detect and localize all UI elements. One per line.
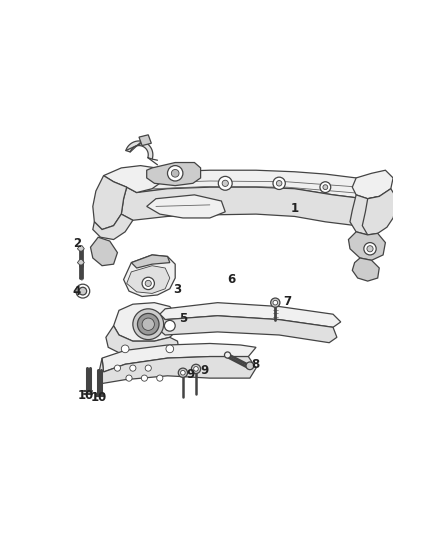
- Polygon shape: [127, 170, 375, 199]
- Circle shape: [367, 246, 373, 252]
- Circle shape: [114, 365, 120, 371]
- Polygon shape: [78, 246, 85, 251]
- Circle shape: [273, 301, 278, 305]
- Circle shape: [142, 277, 155, 289]
- Text: 10: 10: [91, 391, 107, 404]
- Text: 9: 9: [187, 368, 195, 381]
- Polygon shape: [147, 195, 225, 218]
- Circle shape: [126, 375, 132, 381]
- Circle shape: [246, 362, 254, 370]
- Text: 3: 3: [173, 283, 181, 296]
- Circle shape: [76, 284, 90, 298]
- Circle shape: [323, 185, 328, 190]
- Circle shape: [141, 375, 148, 381]
- Circle shape: [191, 364, 201, 374]
- Circle shape: [364, 243, 376, 255]
- Text: 7: 7: [283, 295, 291, 308]
- Polygon shape: [127, 265, 170, 294]
- Circle shape: [138, 313, 159, 335]
- Circle shape: [180, 370, 185, 375]
- Circle shape: [171, 169, 179, 177]
- Circle shape: [133, 309, 164, 340]
- Polygon shape: [147, 163, 201, 185]
- Polygon shape: [350, 195, 391, 235]
- Polygon shape: [93, 214, 133, 239]
- Text: 1: 1: [291, 202, 299, 215]
- Circle shape: [130, 365, 136, 371]
- Polygon shape: [78, 260, 85, 265]
- Circle shape: [271, 298, 280, 308]
- Circle shape: [320, 182, 331, 192]
- Circle shape: [222, 180, 228, 187]
- Polygon shape: [349, 232, 385, 260]
- Circle shape: [178, 368, 187, 377]
- Polygon shape: [156, 314, 337, 343]
- Circle shape: [157, 375, 163, 381]
- Polygon shape: [103, 166, 162, 192]
- Polygon shape: [139, 135, 151, 146]
- Circle shape: [224, 352, 231, 358]
- Polygon shape: [113, 303, 177, 341]
- Circle shape: [166, 345, 173, 353]
- Circle shape: [164, 320, 175, 331]
- Polygon shape: [126, 141, 153, 159]
- Circle shape: [273, 177, 285, 189]
- Circle shape: [218, 176, 232, 190]
- Text: 2: 2: [73, 237, 81, 250]
- Text: 4: 4: [73, 285, 81, 297]
- Text: 10: 10: [78, 389, 94, 401]
- Polygon shape: [106, 326, 179, 358]
- Circle shape: [276, 181, 282, 186]
- Polygon shape: [93, 175, 127, 230]
- Polygon shape: [91, 237, 117, 265]
- Polygon shape: [102, 343, 256, 372]
- Text: 9: 9: [201, 364, 209, 377]
- Circle shape: [79, 287, 87, 295]
- Text: 5: 5: [179, 312, 187, 325]
- Text: 6: 6: [227, 273, 235, 286]
- Circle shape: [142, 318, 155, 330]
- Polygon shape: [352, 258, 379, 281]
- Polygon shape: [362, 189, 396, 235]
- Circle shape: [145, 280, 151, 287]
- Polygon shape: [124, 255, 175, 296]
- Polygon shape: [131, 255, 170, 268]
- Polygon shape: [121, 187, 367, 225]
- Polygon shape: [160, 303, 341, 327]
- Circle shape: [121, 345, 129, 353]
- Circle shape: [145, 365, 151, 371]
- Polygon shape: [98, 357, 256, 384]
- Circle shape: [194, 367, 198, 371]
- Polygon shape: [352, 170, 393, 199]
- Text: 8: 8: [251, 358, 260, 371]
- Circle shape: [167, 166, 183, 181]
